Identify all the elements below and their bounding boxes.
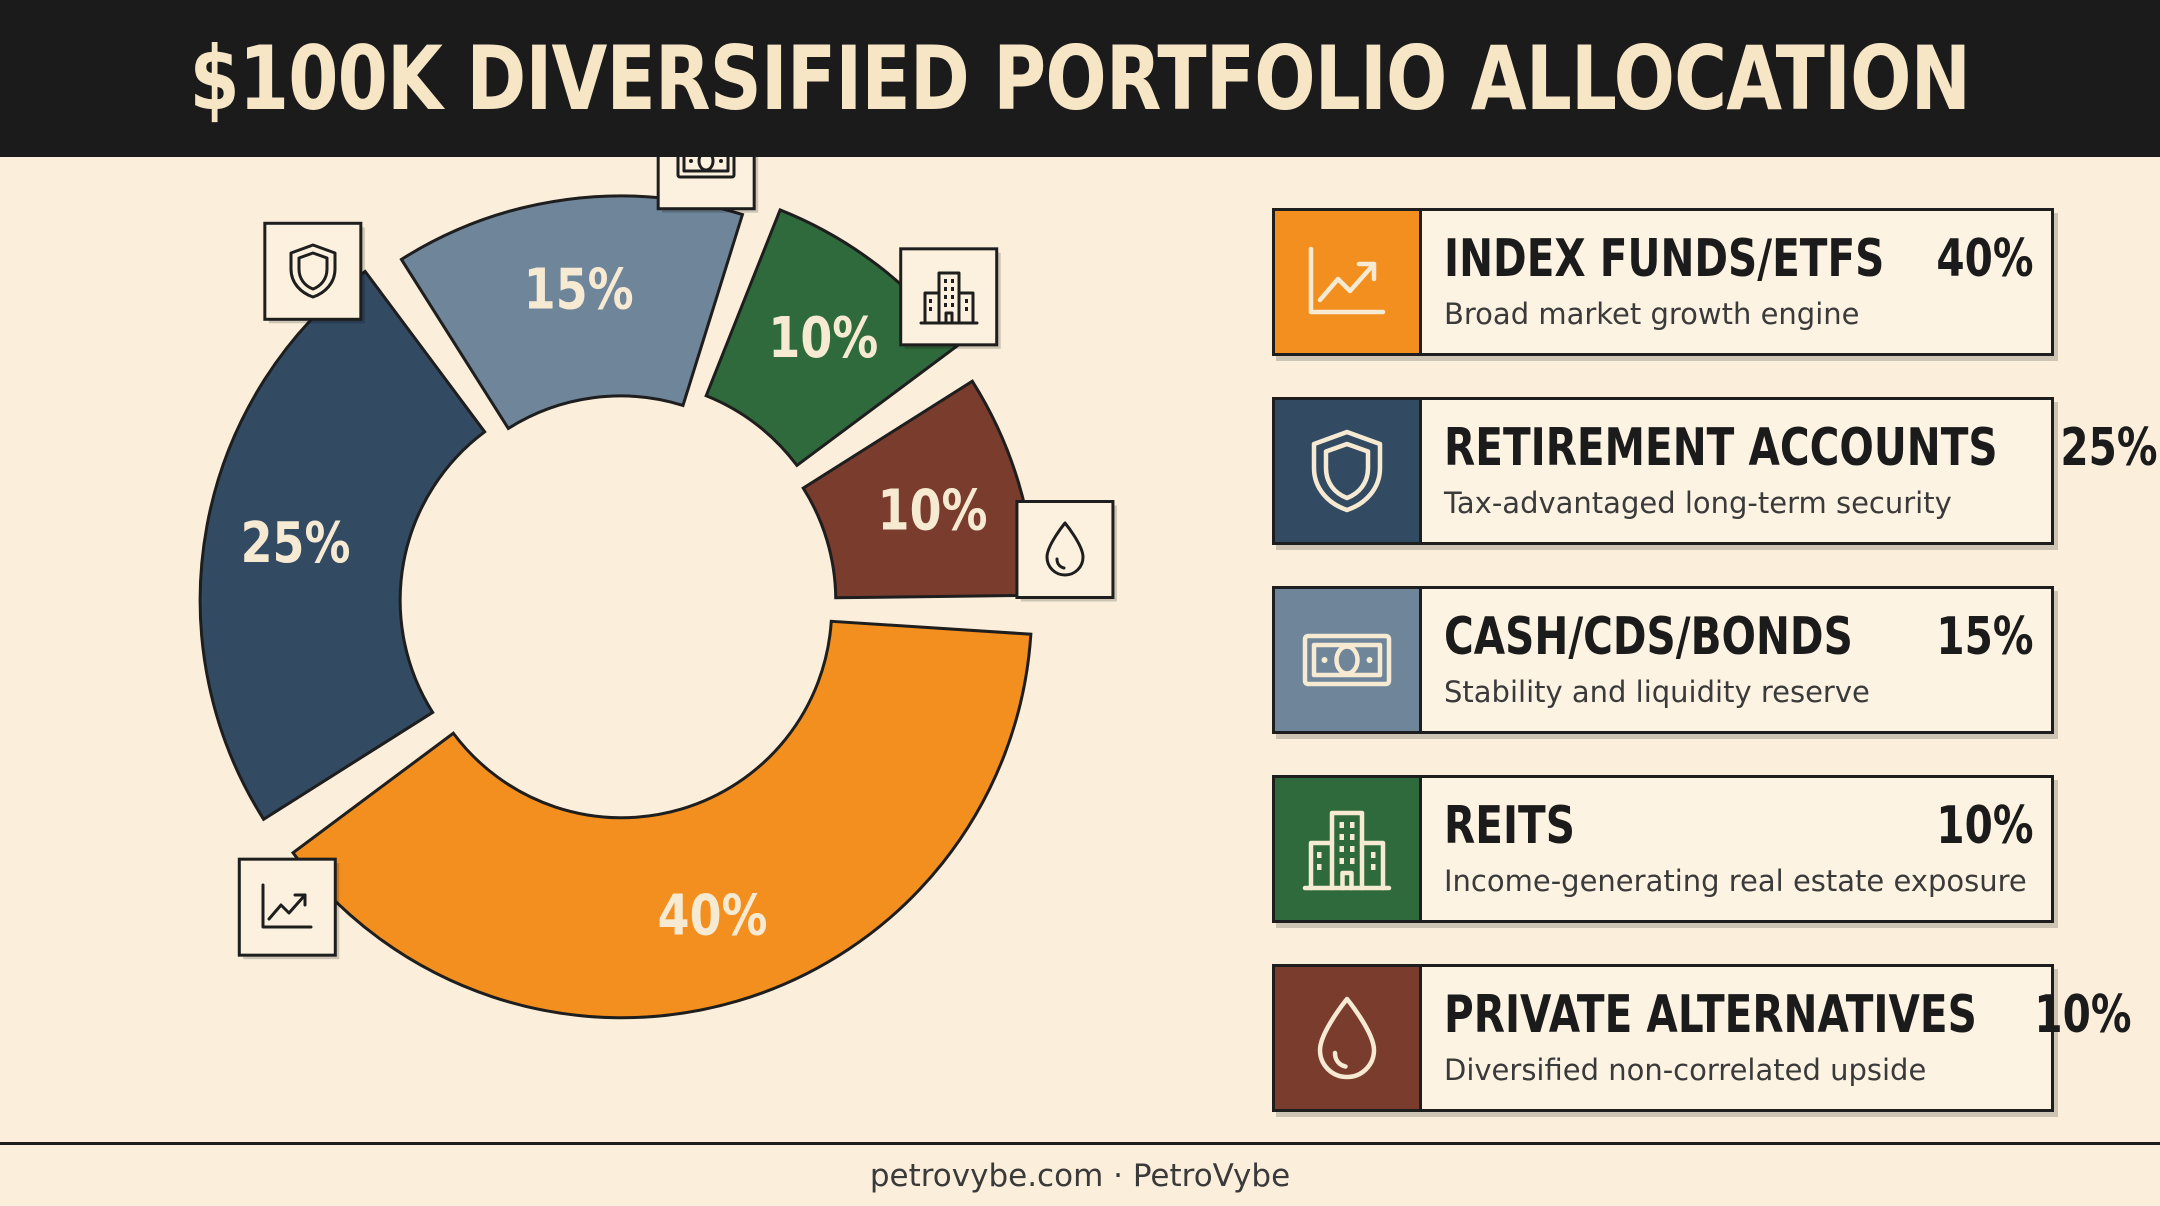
slice-percent-label: 10%: [768, 306, 878, 372]
building-icon: [1302, 810, 1392, 891]
slice-retirement-group: 25%: [198, 269, 487, 822]
slice-percent-label: 40%: [658, 883, 768, 949]
legend-item-index-funds: INDEX FUNDS/ETFS 40% Broad market growth…: [1272, 208, 2054, 356]
legend-swatch: [1275, 967, 1422, 1109]
slice-percent-label: 10%: [878, 478, 988, 544]
legend-swatch: [1275, 211, 1422, 353]
trending-up-icon: [1308, 246, 1386, 315]
legend: INDEX FUNDS/ETFS 40% Broad market growth…: [1272, 208, 2158, 1153]
banknote-icon: [1302, 633, 1392, 687]
slice-icon-badge: [263, 221, 365, 324]
legend-item-title: RETIREMENT ACCOUNTS: [1444, 418, 1998, 478]
legend-item-title: PRIVATE ALTERNATIVES: [1444, 985, 1977, 1045]
droplet-icon: [1317, 996, 1377, 1080]
droplet-icon: [1045, 521, 1085, 577]
legend-item-percent: 10%: [1935, 796, 2033, 856]
legend-item-description: Income-generating real estate exposure: [1444, 864, 2027, 898]
legend-item-description: Tax-advantaged long-term security: [1444, 486, 1952, 520]
trending-up-icon: [261, 883, 313, 929]
legend-item-percent: 40%: [1935, 229, 2033, 289]
legend-item-percent: 25%: [2060, 418, 2158, 478]
footer-credit: petrovybe.com · PetroVybe: [869, 1158, 1291, 1194]
page-title: $100K DIVERSIFIED PORTFOLIO ALLOCATION: [189, 27, 1972, 130]
legend-swatch: [1275, 589, 1422, 731]
legend-item-title: CASH/CDS/BONDS: [1444, 607, 1853, 667]
legend-item-percent: 10%: [2034, 985, 2132, 1045]
slice-icon-badge: [899, 247, 1001, 349]
legend-item-title: REITS: [1444, 796, 1575, 856]
legend-item-title: INDEX FUNDS/ETFS: [1444, 229, 1885, 289]
slice-percent-label: 15%: [524, 257, 634, 323]
donut-chart: 40% 25% 15% 10% 10%: [198, 157, 1117, 1020]
legend-item-percent: 15%: [1935, 607, 2033, 667]
banknote-icon: [676, 157, 736, 179]
legend-swatch: [1275, 400, 1422, 542]
legend-item-description: Diversified non-correlated upside: [1444, 1053, 1927, 1087]
slice-icon-badge: [656, 157, 759, 213]
legend-item-retirement: RETIREMENT ACCOUNTS 25% Tax-advantaged l…: [1272, 397, 2158, 545]
shield-icon: [1311, 429, 1383, 513]
slice-icon-badge: [237, 857, 340, 960]
slice-index-funds-group: 40%: [290, 619, 1033, 1020]
legend-item-reits: REITS 10% Income-generating real estate …: [1272, 775, 2054, 923]
footer-divider: [0, 1142, 2160, 1145]
legend-item-cash: CASH/CDS/BONDS 15% Stability and liquidi…: [1272, 586, 2054, 734]
header-bar: $100K DIVERSIFIED PORTFOLIO ALLOCATION: [0, 0, 2160, 157]
legend-item-description: Stability and liquidity reserve: [1444, 675, 1870, 709]
legend-item-private-alternatives: PRIVATE ALTERNATIVES 10% Diversified non…: [1272, 964, 2131, 1112]
slice-icon-badge: [1015, 499, 1117, 602]
slice-index-funds: [290, 619, 1033, 1020]
shield-icon: [289, 243, 337, 299]
slice-percent-label: 25%: [241, 510, 351, 576]
legend-item-description: Broad market growth engine: [1444, 297, 1860, 331]
building-icon: [919, 271, 979, 325]
legend-swatch: [1275, 778, 1422, 920]
